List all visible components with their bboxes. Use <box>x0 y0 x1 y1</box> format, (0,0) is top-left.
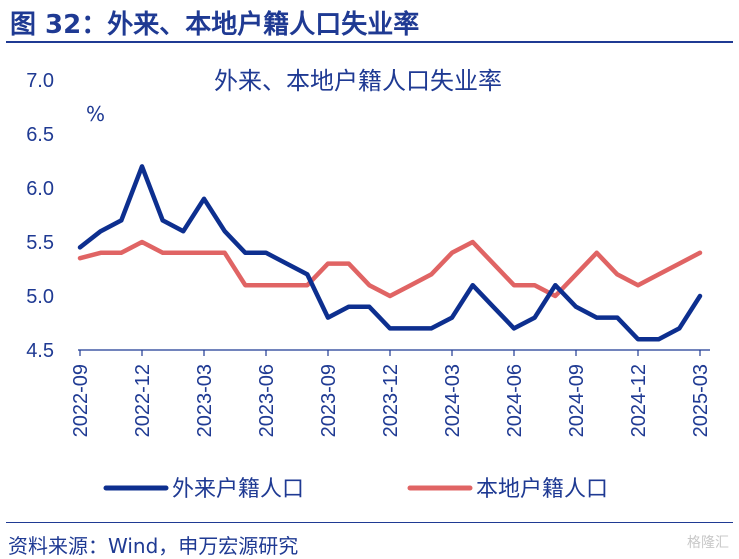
series-line-migrant <box>77 164 703 342</box>
x-axis-ticks: 2022-09 2022-12 2023-03 2023-06 2023-09 2023-… <box>70 350 712 437</box>
line-chart: 外来、本地户籍人口失业率 % 7.0 6.5 6.0 5.5 5.0 4.5 2022-0… <box>26 67 712 502</box>
y-tick-label: 6.0 <box>26 178 54 200</box>
legend-label-migrant: 外来户籍人口 <box>172 477 304 502</box>
y-tick-label: 4.5 <box>26 340 54 362</box>
chart-title: 外来、本地户籍人口失业率 <box>214 67 502 95</box>
y-unit-label: % <box>86 102 105 126</box>
x-tick-label: 2023-12 <box>380 364 402 437</box>
footer-rule <box>6 522 733 523</box>
watermark: 格隆汇 <box>687 535 729 551</box>
y-tick-label: 5.0 <box>26 286 54 308</box>
y-tick-label: 7.0 <box>26 70 54 92</box>
x-tick-label: 2024-03 <box>442 364 464 437</box>
x-tick-label: 2023-06 <box>256 364 278 437</box>
x-tick-label: 2022-12 <box>132 364 154 437</box>
y-tick-label: 5.5 <box>26 232 54 254</box>
series-group <box>77 164 703 342</box>
legend: 外来户籍人口 本地户籍人口 <box>103 477 608 502</box>
source-note: 资料来源：Wind，申万宏源研究 <box>8 534 299 558</box>
x-tick-label: 2023-03 <box>194 364 216 437</box>
y-axis-ticks: 7.0 6.5 6.0 5.5 5.0 4.5 <box>26 70 54 362</box>
x-tick-label: 2023-09 <box>318 364 340 437</box>
x-tick-label: 2022-09 <box>70 364 92 437</box>
figure-title: 图 32：外来、本地户籍人口失业率 <box>10 10 420 40</box>
x-tick-label: 2024-09 <box>566 364 588 437</box>
series-line-local <box>77 239 703 299</box>
x-tick-label: 2024-06 <box>504 364 526 437</box>
header-rule <box>6 41 733 43</box>
x-tick-label: 2025-03 <box>690 364 712 437</box>
x-tick-label: 2024-12 <box>628 364 650 437</box>
legend-label-local: 本地户籍人口 <box>476 477 608 502</box>
figure-header: 图 32：外来、本地户籍人口失业率 <box>6 2 733 43</box>
y-tick-label: 6.5 <box>26 124 54 146</box>
